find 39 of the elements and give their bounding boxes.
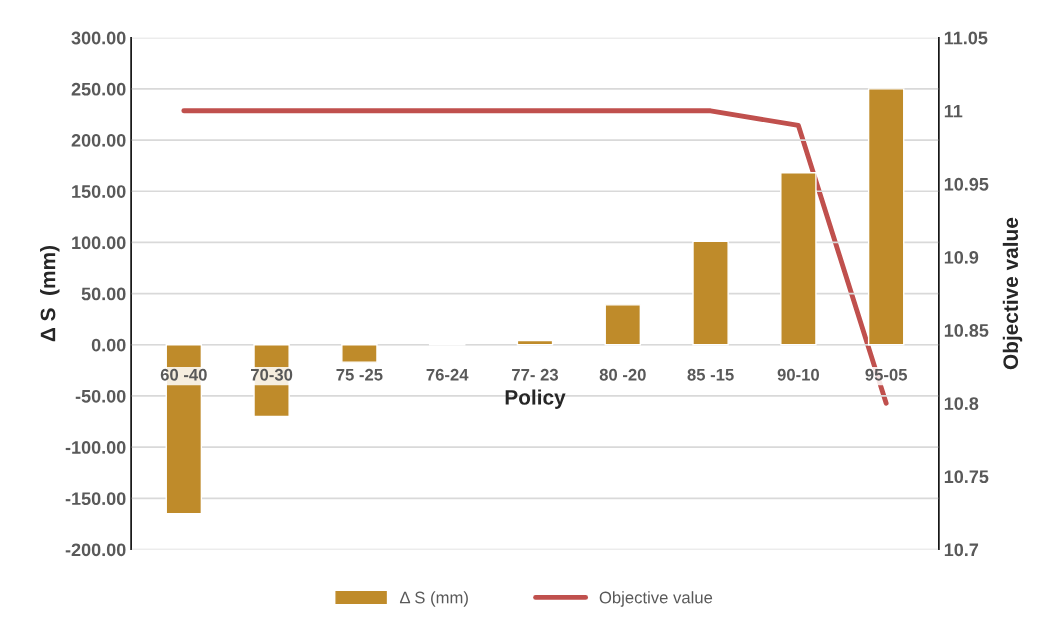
y2-tick-label: 10.85 bbox=[944, 324, 989, 337]
y-axis-title: Δ S (mm) bbox=[40, 246, 60, 342]
y2-tick-label: 10.75 bbox=[944, 470, 989, 484]
y2-tick-label: 10.9 bbox=[944, 250, 979, 264]
x-axis-title: Policy bbox=[505, 389, 566, 409]
y-tick-label: -50.00 bbox=[75, 389, 126, 403]
x-tick-label: 60 -40 bbox=[160, 368, 207, 381]
y-tick-label: 200.00 bbox=[71, 133, 126, 147]
x-tick-label: 90-10 bbox=[777, 368, 820, 381]
y-tick-label: 300.00 bbox=[71, 31, 126, 45]
y-tick-label: 50.00 bbox=[81, 287, 126, 301]
x-tick-label: 85 -15 bbox=[687, 368, 734, 381]
y-tick-label: 0.00 bbox=[91, 338, 126, 352]
bar bbox=[692, 240, 729, 346]
x-tick-label: 75 -25 bbox=[336, 368, 383, 381]
y-tick-label: -150.00 bbox=[65, 492, 126, 506]
y-tick-label: 100.00 bbox=[72, 236, 126, 250]
legend-label: Δ S (mm) bbox=[399, 591, 468, 607]
bar bbox=[867, 88, 905, 346]
bar bbox=[341, 344, 378, 363]
y2-tick-label: 10.8 bbox=[944, 397, 979, 410]
bar bbox=[516, 339, 554, 346]
y2-tick-label: 11 bbox=[944, 104, 963, 118]
x-tick-label: 80 -20 bbox=[599, 368, 646, 381]
legend-label: Objective value bbox=[599, 591, 713, 607]
y-tick-label: -200.00 bbox=[65, 543, 126, 557]
x-tick-label: 76-24 bbox=[426, 368, 469, 381]
x-tick-label: 95-05 bbox=[865, 368, 908, 381]
y2-axis-title: Objective value bbox=[1002, 217, 1023, 370]
y2-tick-label: 11.05 bbox=[944, 31, 988, 45]
y-tick-label: 150.00 bbox=[72, 185, 126, 198]
y-tick-label: -100.00 bbox=[65, 441, 126, 454]
x-tick-label: 77- 23 bbox=[512, 368, 559, 381]
y2-tick-label: 10.7 bbox=[944, 543, 979, 557]
bar bbox=[604, 304, 642, 346]
x-tick-label: 70-30 bbox=[251, 368, 293, 381]
y2-tick-label: 10.95 bbox=[944, 177, 989, 191]
bar bbox=[780, 172, 817, 346]
y-tick-label: 250.00 bbox=[71, 82, 126, 96]
